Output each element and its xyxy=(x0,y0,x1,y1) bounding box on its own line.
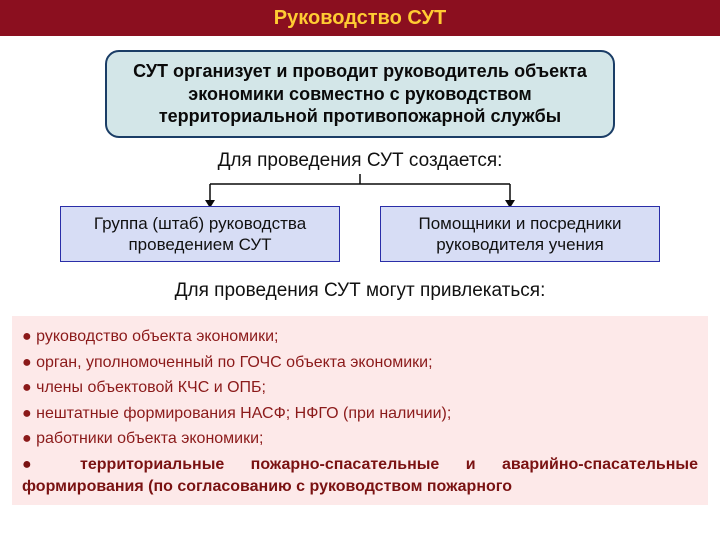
bullet-text: орган, уполномоченный по ГОЧС объекта эк… xyxy=(36,354,432,371)
intro-box: СУТ организует и проводит руководитель о… xyxy=(105,50,615,138)
leaf-row: Группа (штаб) руководства проведением СУ… xyxy=(0,206,720,263)
bullets-panel: ● руководство объекта экономики; ● орган… xyxy=(12,316,708,505)
subheading-2-text: Для проведения СУТ могут привлекаться: xyxy=(175,280,546,301)
leaf-box-left: Группа (штаб) руководства проведением СУ… xyxy=(60,206,340,263)
bullet-item: ● нештатные формирования НАСФ; НФГО (при… xyxy=(22,403,698,425)
bullet-item: ● орган, уполномоченный по ГОЧС объекта … xyxy=(22,352,698,374)
subheading-1: Для проведения СУТ создается: xyxy=(0,150,720,172)
bullet-item: ● работники объекта экономики; xyxy=(22,428,698,450)
bullet-text: работники объекта экономики; xyxy=(36,430,263,447)
leaf-box-right: Помощники и посредники руководителя учен… xyxy=(380,206,660,263)
bullet-text: нештатные формирования НАСФ; НФГО (при н… xyxy=(36,405,451,422)
bullet-text-bold: территориальные пожарно-спасательные и а… xyxy=(22,456,698,495)
intro-text: СУТ организует и проводит руководитель о… xyxy=(133,61,587,126)
bullet-item: ● руководство объекта экономики; xyxy=(22,326,698,348)
bullet-text: члены объектовой КЧС и ОПБ; xyxy=(36,379,266,396)
bullet-item-bold: ● территориальные пожарно-спасательные и… xyxy=(22,454,698,497)
title-bar: Руководство СУТ xyxy=(0,0,720,36)
page-title: Руководство СУТ xyxy=(274,7,446,30)
bullet-text: руководство объекта экономики; xyxy=(36,328,278,345)
branch-diagram xyxy=(50,172,670,206)
leaf-left-text: Группа (штаб) руководства проведением СУ… xyxy=(94,214,306,254)
bullet-item: ● члены объектовой КЧС и ОПБ; xyxy=(22,377,698,399)
leaf-right-text: Помощники и посредники руководителя учен… xyxy=(419,214,622,254)
subheading-2: Для проведения СУТ могут привлекаться: xyxy=(0,280,720,302)
branch-svg xyxy=(80,172,640,206)
subheading-1-text: Для проведения СУТ создается: xyxy=(218,150,503,171)
